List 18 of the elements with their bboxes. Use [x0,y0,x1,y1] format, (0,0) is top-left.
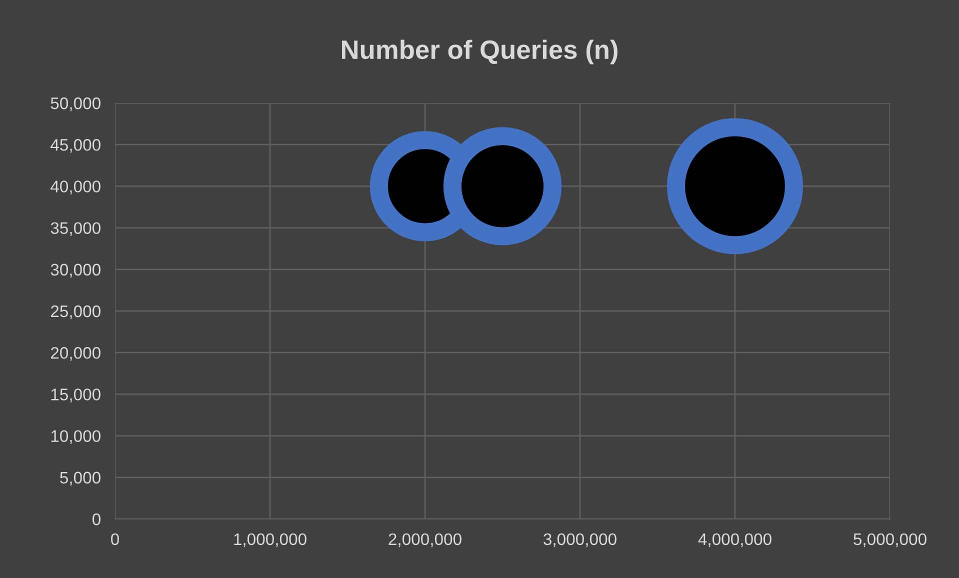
y-tick-label: 10,000 [51,430,100,444]
y-tick-label: 25,000 [50,305,100,320]
x-tick-label: 3,000,000 [544,533,616,548]
y-tick-label: 0 [92,513,100,526]
chart-title: Number of Queries (n) [342,40,618,64]
y-tick-label: 20,000 [50,347,100,361]
x-tick-label: 5,000,000 [854,533,926,548]
y-tick-label: 45,000 [50,139,100,153]
x-tick-label: 0 [111,533,119,546]
y-tick-label: 15,000 [51,388,100,402]
x-tick-label: 2,000,000 [388,533,462,548]
y-tick-label: 35,000 [50,222,100,236]
x-tick-label: 4,000,000 [698,533,772,548]
y-tick-label: 50,000 [50,97,100,112]
x-tick-label: 1,000,000 [234,533,306,548]
y-tick-label: 40,000 [50,180,100,194]
y-tick-label: 5,000 [60,472,100,486]
y-tick-label: 30,000 [50,264,100,278]
